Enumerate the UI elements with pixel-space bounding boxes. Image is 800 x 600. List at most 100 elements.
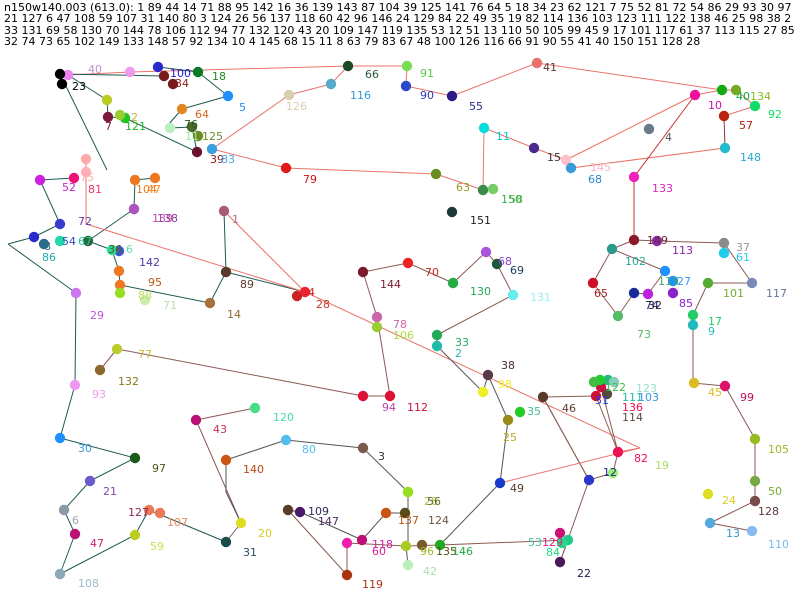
graph-node[interactable] <box>283 89 295 101</box>
graph-node[interactable] <box>716 84 728 96</box>
graph-node[interactable] <box>54 68 66 80</box>
graph-node[interactable] <box>478 122 490 134</box>
graph-node[interactable] <box>143 504 155 516</box>
graph-node[interactable] <box>687 319 699 331</box>
graph-node[interactable] <box>606 243 618 255</box>
graph-node[interactable] <box>206 143 218 155</box>
graph-node[interactable] <box>487 183 499 195</box>
graph-node[interactable] <box>249 402 261 414</box>
graph-node[interactable] <box>176 103 188 115</box>
graph-node[interactable] <box>380 507 392 519</box>
graph-node[interactable] <box>69 528 81 540</box>
graph-node[interactable] <box>612 310 624 322</box>
graph-node[interactable] <box>659 265 671 277</box>
graph-node[interactable] <box>204 297 216 309</box>
graph-node[interactable] <box>58 504 70 516</box>
graph-node[interactable] <box>114 279 126 291</box>
graph-node[interactable] <box>80 166 92 178</box>
graph-node[interactable] <box>719 142 731 154</box>
graph-node[interactable] <box>190 414 202 426</box>
graph-node[interactable] <box>222 90 234 102</box>
graph-node[interactable] <box>687 309 699 321</box>
graph-node[interactable] <box>128 203 140 215</box>
graph-node[interactable] <box>588 376 600 388</box>
graph-node[interactable] <box>730 84 742 96</box>
graph-node[interactable] <box>384 390 396 402</box>
graph-node[interactable] <box>565 162 577 174</box>
graph-node[interactable] <box>642 288 654 300</box>
graph-node[interactable] <box>54 432 66 444</box>
graph-node[interactable] <box>507 289 519 301</box>
graph-node[interactable] <box>556 537 568 549</box>
graph-node[interactable] <box>371 311 383 323</box>
graph-node[interactable] <box>482 369 494 381</box>
graph-node[interactable] <box>192 66 204 78</box>
graph-node[interactable] <box>124 66 136 78</box>
graph-node[interactable] <box>139 294 151 306</box>
graph-node[interactable] <box>477 184 489 196</box>
graph-node[interactable] <box>101 94 113 106</box>
graph-node[interactable] <box>84 475 96 487</box>
graph-node[interactable] <box>56 78 68 90</box>
graph-node[interactable] <box>80 153 92 165</box>
graph-node[interactable] <box>749 495 761 507</box>
graph-node[interactable] <box>746 277 758 289</box>
graph-node[interactable] <box>68 172 80 184</box>
graph-node[interactable] <box>341 569 353 581</box>
graph-node[interactable] <box>702 488 714 500</box>
graph-node[interactable] <box>480 246 492 258</box>
graph-node[interactable] <box>102 111 114 123</box>
graph-node[interactable] <box>402 559 414 571</box>
graph-node[interactable] <box>106 244 118 256</box>
graph-node[interactable] <box>430 168 442 180</box>
graph-node[interactable] <box>129 452 141 464</box>
graph-node[interactable] <box>447 277 459 289</box>
graph-node[interactable] <box>689 89 701 101</box>
graph-node[interactable] <box>280 162 292 174</box>
graph-node[interactable] <box>446 90 458 102</box>
graph-node[interactable] <box>554 527 566 539</box>
graph-node[interactable] <box>749 433 761 445</box>
graph-node[interactable] <box>152 61 164 73</box>
graph-node[interactable] <box>494 477 506 489</box>
graph-node[interactable] <box>434 539 446 551</box>
graph-node[interactable] <box>357 390 369 402</box>
graph-node[interactable] <box>191 146 203 158</box>
graph-node[interactable] <box>294 506 306 518</box>
graph-node[interactable] <box>601 388 613 400</box>
graph-node[interactable] <box>514 406 526 418</box>
graph-node[interactable] <box>587 277 599 289</box>
graph-node[interactable] <box>416 539 428 551</box>
graph-node[interactable] <box>667 287 679 299</box>
graph-node[interactable] <box>746 525 758 537</box>
graph-node[interactable] <box>186 121 198 133</box>
graph-node[interactable] <box>129 529 141 541</box>
graph-node[interactable] <box>554 556 566 568</box>
graph-node[interactable] <box>220 454 232 466</box>
graph-node[interactable] <box>688 377 700 389</box>
graph-node[interactable] <box>718 247 730 259</box>
graph-node[interactable] <box>218 205 230 217</box>
graph-node[interactable] <box>608 376 620 388</box>
graph-node[interactable] <box>167 78 179 90</box>
graph-node[interactable] <box>114 287 126 299</box>
graph-node[interactable] <box>749 475 761 487</box>
graph-node[interactable] <box>291 290 303 302</box>
graph-node[interactable] <box>38 238 50 250</box>
graph-node[interactable] <box>402 257 414 269</box>
graph-node[interactable] <box>431 340 443 352</box>
graph-node[interactable] <box>719 380 731 392</box>
graph-node[interactable] <box>54 218 66 230</box>
graph-node[interactable] <box>282 504 294 516</box>
graph-node[interactable] <box>667 275 679 287</box>
graph-node[interactable] <box>628 234 640 246</box>
graph-node[interactable] <box>94 364 106 376</box>
graph-node[interactable] <box>607 467 619 479</box>
graph-node[interactable] <box>357 266 369 278</box>
graph-node[interactable] <box>399 507 411 519</box>
graph-node[interactable] <box>69 379 81 391</box>
graph-node[interactable] <box>357 442 369 454</box>
graph-node[interactable] <box>446 206 458 218</box>
graph-node[interactable] <box>628 171 640 183</box>
